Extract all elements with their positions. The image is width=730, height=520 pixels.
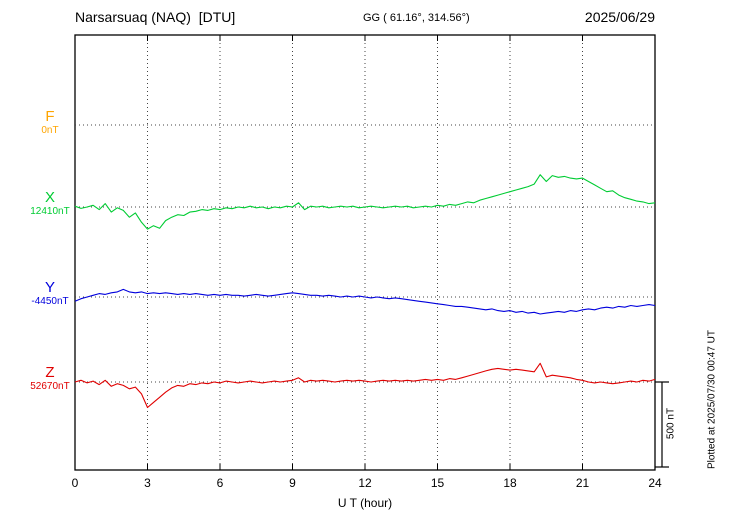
x-tick-label: 24 — [648, 476, 662, 490]
scalebar-label: 500 nT — [665, 407, 677, 440]
x-tick-label: 21 — [575, 476, 590, 490]
x-tick-label: 15 — [430, 476, 445, 490]
plot-date: 2025/06/29 — [584, 9, 655, 25]
component-label-y: Y -4450nT — [14, 280, 86, 308]
x-tick-label: 3 — [144, 476, 151, 490]
x-tick-label: 18 — [503, 476, 517, 490]
component-baseline-z: 52670nT — [30, 381, 70, 392]
component-baseline-f: 0nT — [41, 125, 59, 136]
x-tick-label: 12 — [358, 476, 372, 490]
component-label-x: X 12410nT — [14, 190, 86, 218]
component-baseline-y: -4450nT — [31, 296, 69, 307]
component-letter-x: X — [44, 189, 55, 206]
station-title: Narsarsuaq (NAQ) [DTU] — [75, 9, 236, 25]
component-label-z: Z 52670nT — [14, 365, 86, 393]
component-baseline-x: 12410nT — [30, 206, 70, 217]
x-tick-label: 9 — [289, 476, 296, 490]
component-label-f: F 0nT — [14, 109, 86, 137]
component-letter-f: F — [45, 108, 55, 125]
x-axis-title: U T (hour) — [337, 496, 393, 510]
station-coords: GG ( 61.16°, 314.56°) — [363, 12, 470, 24]
x-tick-label: 6 — [216, 476, 224, 490]
component-letter-z: Z — [45, 364, 55, 381]
plotted-at-note: Plotted at 2025/07/30 00:47 UT — [706, 330, 718, 469]
x-tick-label: 0 — [71, 476, 79, 490]
component-letter-y: Y — [44, 279, 55, 296]
